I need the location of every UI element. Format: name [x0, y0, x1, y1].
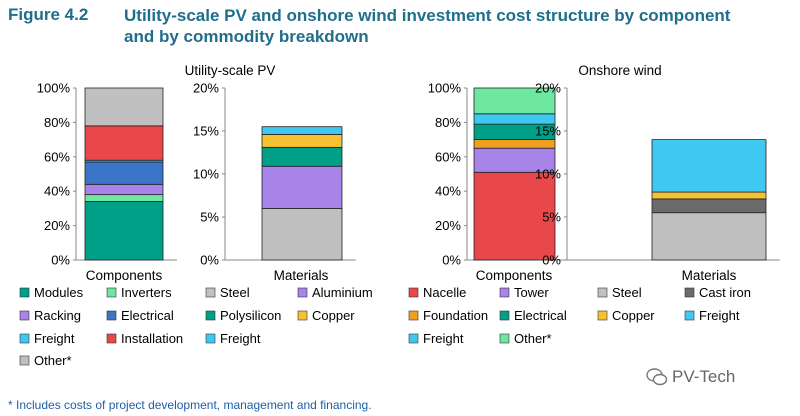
pv-materials-legend-label: Steel — [220, 285, 250, 300]
wind-components-legend-label: Other* — [514, 331, 552, 346]
wind-components-legend-label: Nacelle — [423, 285, 466, 300]
wind-components-legend-label: Tower — [514, 285, 549, 300]
footnote: * Includes costs of project development,… — [8, 398, 372, 412]
figure-title: Utility-scale PV and onshore wind invest… — [124, 6, 731, 46]
pv-components-legend-label: Racking — [34, 308, 81, 323]
pv-components-legend-label: Electrical — [121, 308, 174, 323]
wind-components-legend-swatch — [499, 287, 510, 298]
wind-components-tick-label: 100% — [428, 81, 462, 96]
wind-components-legend-label: Electrical — [514, 308, 567, 323]
wind-components-segment-foundation — [473, 139, 556, 149]
pv-materials-segment-steel — [261, 207, 343, 261]
pv-materials-tick-label: 15% — [193, 124, 219, 139]
wechat-icon — [646, 368, 668, 386]
wind-components-tick-label: 80% — [435, 115, 461, 130]
cost-structure-charts: 0%20%40%60%80%100%Components0%5%10%15%20… — [19, 81, 780, 368]
pv-components-segment-electrical — [84, 161, 164, 185]
wind-components-tick-label: 20% — [435, 218, 461, 233]
wind-materials-category-label: Materials — [682, 268, 737, 283]
pv-materials-segment-polysilicon — [261, 146, 343, 167]
wind-materials-segment-freight — [651, 139, 767, 193]
pv-materials-legend-swatch — [205, 310, 216, 321]
pv-materials-tick-label: 20% — [193, 81, 219, 96]
wind-materials-legend-swatch — [597, 287, 608, 298]
wind-components-tick-label: 40% — [435, 184, 461, 199]
pv-materials-legend-swatch — [297, 310, 308, 321]
wind-materials-tick-label: 0% — [542, 253, 561, 268]
wind-materials-legend-label: Copper — [612, 308, 655, 323]
pv-materials-tick-label: 5% — [200, 210, 219, 225]
pv-components-segment-racking — [84, 183, 164, 196]
pv-materials-segment-aluminium — [261, 165, 343, 209]
pv-components-legend-label: Freight — [34, 331, 75, 346]
wind-components-segment-nacelle — [473, 171, 556, 261]
wind-materials-segment-copper — [651, 191, 767, 200]
wind-materials-tick-label: 10% — [535, 167, 561, 182]
wind-components-legend-swatch — [408, 310, 419, 321]
wind-components-tick-label: 0% — [442, 253, 461, 268]
wind-materials-segment-steel — [651, 212, 767, 261]
pv-materials-tick-label: 0% — [200, 253, 219, 268]
wind-components-category-label: Components — [476, 268, 553, 283]
pv-components-segment-installation — [84, 125, 164, 161]
pv-materials-legend-swatch — [297, 287, 308, 298]
wind-materials-tick-label: 20% — [535, 81, 561, 96]
wind-components-legend-label: Freight — [423, 331, 464, 346]
pv-materials-category-label: Materials — [274, 268, 329, 283]
wind-components-segment-tower — [473, 147, 556, 173]
pv-materials-legend-label: Copper — [312, 308, 355, 323]
pv-components-segment-inverters — [84, 194, 164, 202]
pv-components-category-label: Components — [86, 268, 163, 283]
wind-materials-legend-label: Cast iron — [699, 285, 751, 300]
wind-materials-legend-swatch — [597, 310, 608, 321]
pv-materials-segment-copper — [261, 134, 343, 148]
wind-materials-legend-label: Steel — [612, 285, 642, 300]
pv-materials-legend-label: Polysilicon — [220, 308, 281, 323]
wind-materials-tick-label: 15% — [535, 124, 561, 139]
pv-materials-legend-label: Aluminium — [312, 285, 373, 300]
pv-components-legend-swatch — [106, 287, 117, 298]
pv-components-legend-swatch — [19, 333, 30, 344]
wind-materials-tick-label: 5% — [542, 210, 561, 225]
wind-components-legend-label: Foundation — [423, 308, 488, 323]
wind-components-tick-label: 60% — [435, 149, 461, 164]
figure-number: Figure 4.2 — [8, 5, 89, 24]
pv-components-legend-swatch — [106, 310, 117, 321]
pv-materials-segment-freight — [261, 126, 343, 135]
wind-materials-legend-label: Freight — [699, 308, 740, 323]
wind-components-legend-swatch — [499, 333, 510, 344]
pv-components-legend-swatch — [19, 287, 30, 298]
pv-components-tick-label: 0% — [51, 253, 70, 268]
wind-panel-title: Onshore wind — [578, 63, 662, 78]
pv-components-tick-label: 60% — [44, 149, 70, 164]
pv-components-legend-label: Other* — [34, 353, 72, 368]
pv-components-legend-swatch — [106, 333, 117, 344]
pv-materials-tick-label: 10% — [193, 167, 219, 182]
pv-components-tick-label: 100% — [37, 81, 71, 96]
wind-components-segment-other — [473, 87, 556, 115]
wind-components-legend-swatch — [408, 333, 419, 344]
pv-components-legend-label: Installation — [121, 331, 183, 346]
pv-components-segment-modules — [84, 201, 164, 261]
pv-materials-legend-swatch — [205, 333, 216, 344]
watermark: PV-Tech — [646, 367, 735, 387]
pv-components-tick-label: 20% — [44, 218, 70, 233]
pv-materials-legend-label: Freight — [220, 331, 261, 346]
pv-materials-legend-swatch — [205, 287, 216, 298]
pv-components-legend-swatch — [19, 310, 30, 321]
wind-materials-legend-swatch — [684, 310, 695, 321]
pv-panel-title: Utility-scale PV — [184, 63, 276, 78]
wind-components-legend-swatch — [499, 310, 510, 321]
pv-components-tick-label: 40% — [44, 184, 70, 199]
pv-components-segment-other — [84, 87, 164, 127]
wind-materials-segment-cast-iron — [651, 198, 767, 214]
pv-components-legend-label: Inverters — [121, 285, 172, 300]
pv-components-tick-label: 80% — [44, 115, 70, 130]
pv-components-legend-swatch — [19, 355, 30, 366]
wind-components-legend-swatch — [408, 287, 419, 298]
wind-materials-legend-swatch — [684, 287, 695, 298]
pv-components-legend-label: Modules — [34, 285, 84, 300]
watermark-text: PV-Tech — [672, 367, 736, 386]
